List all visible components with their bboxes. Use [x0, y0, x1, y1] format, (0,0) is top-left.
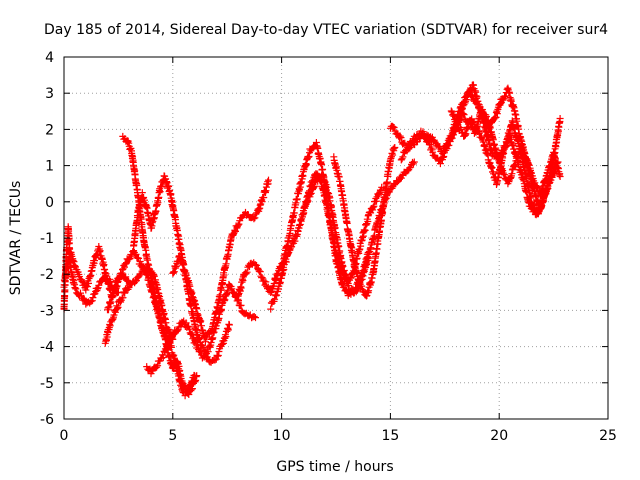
y-tick-label: 1	[45, 159, 54, 175]
x-tick-label: 0	[60, 428, 69, 444]
y-tick-label: -4	[40, 340, 54, 356]
chart-title: Day 185 of 2014, Sidereal Day-to-day VTE…	[44, 22, 608, 38]
x-tick-label: 5	[168, 428, 177, 444]
series-trace-p	[452, 106, 564, 200]
y-tick-label: 2	[45, 122, 54, 138]
y-tick-label: 4	[45, 50, 54, 66]
y-tick-label: 3	[45, 86, 54, 102]
series-markers	[143, 280, 259, 378]
plot-border	[63, 56, 609, 420]
series-markers	[119, 132, 201, 400]
series-trace-g	[143, 280, 259, 378]
y-axis-label: SDTVAR / TECUs	[8, 181, 24, 296]
y-tick-label: -5	[40, 376, 54, 392]
series-trace-e	[119, 132, 201, 400]
series-markers	[452, 106, 564, 200]
tick-labels: 0 5 10 15 20 25 -6 -5 -4 -3 -2 -1 0 1 2 3 4	[40, 50, 617, 444]
y-tick-label: 0	[45, 195, 54, 211]
series-markers	[169, 176, 272, 346]
x-tick-label: 10	[273, 428, 291, 444]
series-markers	[330, 144, 399, 300]
series-trace-h	[169, 176, 272, 346]
x-axis-label: GPS time / hours	[276, 459, 393, 475]
y-tick-label: -6	[40, 412, 54, 428]
axes	[63, 56, 609, 420]
x-tick-label: 15	[381, 428, 399, 444]
x-tick-label: 25	[599, 428, 617, 444]
x-tick-label: 20	[490, 428, 508, 444]
series-trace-l	[330, 144, 399, 300]
y-tick-label: -1	[40, 231, 54, 247]
y-tick-label: -2	[40, 267, 54, 283]
y-tick-label: -3	[40, 303, 54, 319]
data-points	[60, 81, 564, 400]
